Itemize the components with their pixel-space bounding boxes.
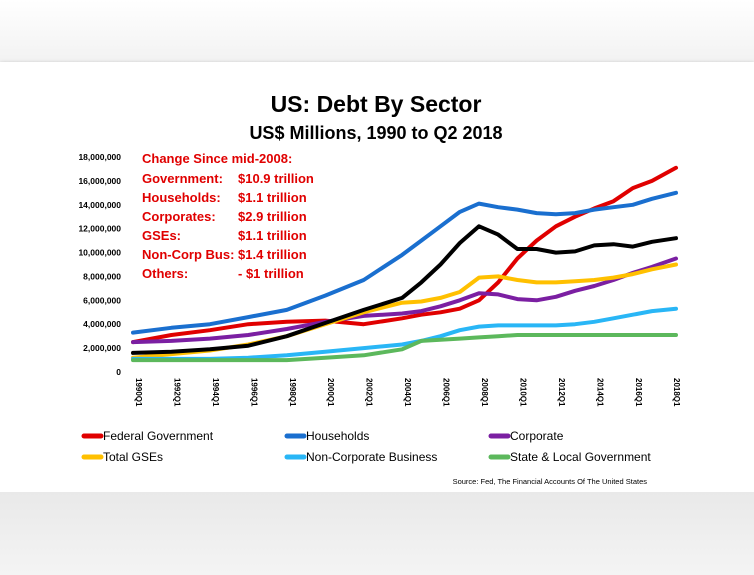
x-tick-label: 2004Q1 (403, 378, 412, 407)
x-tick-label: 2010Q1 (518, 378, 527, 407)
annotation-value: $2.9 trillion (238, 209, 307, 224)
x-axis: 1990Q1 1992Q1 1994Q1 1996Q1 1998Q1 2000Q1 2002… (134, 378, 681, 407)
annotation-label: Households: (142, 190, 221, 205)
x-tick-label: 1990Q1 (134, 378, 143, 407)
legend-label: Non-Corporate Business (306, 450, 437, 464)
legend-label: Households (306, 429, 369, 443)
annotation-label: GSEs: (142, 228, 181, 243)
x-tick-label: 2016Q1 (634, 378, 643, 407)
y-tick-label: 12,000,000 (78, 224, 121, 234)
legend-label: State & Local Government (510, 450, 651, 464)
x-tick-label: 2014Q1 (595, 378, 604, 407)
series-line-corporate (131, 256, 678, 345)
chart-subtitle: US$ Millions, 1990 to Q2 2018 (249, 123, 502, 143)
x-tick-label: 2002Q1 (365, 378, 374, 407)
y-tick-label: 14,000,000 (78, 200, 121, 210)
x-tick-label: 2000Q1 (326, 378, 335, 407)
annotation-label: Others: (142, 266, 188, 281)
x-tick-label: 1996Q1 (249, 378, 258, 407)
chart-title: US: Debt By Sector (271, 91, 482, 117)
y-tick-label: 8,000,000 (83, 271, 121, 281)
source-note: Source: Fed, The Financial Accounts Of T… (453, 477, 648, 486)
x-tick-label: 2006Q1 (442, 378, 451, 407)
annotation-value: $1.1 trillion (238, 190, 307, 205)
top-backdrop (0, 0, 754, 62)
annotation-value: $1.1 trillion (238, 228, 307, 243)
chart-card (0, 62, 754, 492)
annotation-label: Corporates: (142, 209, 216, 224)
annotation-label: Non-Corp Bus: (142, 247, 234, 262)
series-line-non-corporate-business (131, 306, 678, 361)
x-tick-label: 1998Q1 (288, 378, 297, 407)
x-tick-label: 2012Q1 (557, 378, 566, 407)
y-tick-label: 4,000,000 (83, 319, 121, 329)
annotation-value: - $1 trillion (238, 266, 304, 281)
y-tick-label: 18,000,000 (78, 152, 121, 162)
annotation-block: Change Since mid-2008: Government: $10.9… (142, 151, 314, 281)
y-axis: 0 2,000,000 4,000,000 6,000,000 8,000,000 10,… (78, 152, 121, 377)
series-line-state-local-government (131, 333, 678, 363)
bottom-backdrop (0, 492, 754, 575)
legend-label: Federal Government (103, 429, 214, 443)
y-tick-label: 0 (116, 367, 121, 377)
x-tick-label: 2008Q1 (480, 378, 489, 407)
annotation-value: $1.4 trillion (238, 247, 307, 262)
legend-label: Total GSEs (103, 450, 163, 464)
y-tick-label: 10,000,000 (78, 248, 121, 258)
legend: Federal Government Households Corporate Tot… (81, 429, 651, 464)
y-tick-label: 6,000,000 (83, 295, 121, 305)
x-tick-label: 2018Q1 (672, 378, 681, 407)
series-line-households (131, 190, 678, 335)
series-lines (131, 165, 678, 363)
annotation-heading: Change Since mid-2008: (142, 151, 292, 166)
y-tick-label: 16,000,000 (78, 176, 121, 186)
annotation-label: Government: (142, 171, 223, 186)
x-tick-label: 1992Q1 (172, 378, 181, 407)
series-line-unlabeled (131, 224, 678, 355)
x-tick-label: 1994Q1 (211, 378, 220, 407)
series-line-federal-government (131, 165, 678, 345)
legend-label: Corporate (510, 429, 564, 443)
annotation-value: $10.9 trillion (238, 171, 314, 186)
y-tick-label: 2,000,000 (83, 343, 121, 353)
